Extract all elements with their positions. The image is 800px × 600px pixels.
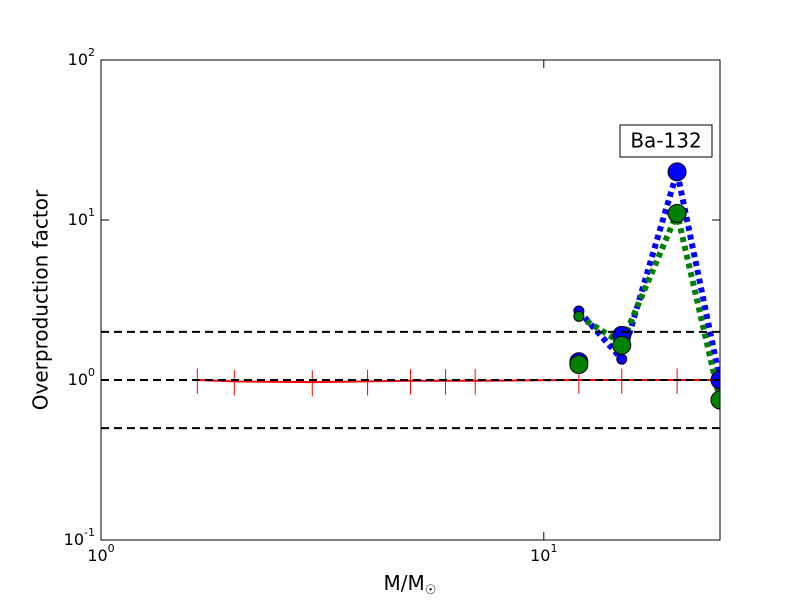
marker [710, 390, 720, 410]
marker [667, 203, 687, 223]
y-tick-label: 101 [68, 206, 95, 229]
marker [612, 335, 632, 355]
x-tick-label: 100 [87, 542, 114, 565]
x-tick-label: 101 [530, 542, 557, 565]
x-axis-label: M/M☉ [384, 571, 437, 598]
series-line [577, 203, 720, 401]
marker [573, 310, 585, 322]
marker [569, 354, 589, 374]
annotation-box [619, 124, 713, 158]
plot-area [101, 162, 720, 430]
series-line [576, 170, 720, 381]
y-tick-label: 102 [68, 46, 95, 69]
y-axis-label: Overproduction factor [29, 189, 53, 410]
annotation: Ba-132 [619, 124, 713, 158]
y-tick-label: 10-1 [64, 526, 95, 549]
marker [667, 162, 687, 182]
marker [616, 353, 628, 365]
y-tick-label: 100 [68, 366, 95, 389]
axes-frame [100, 59, 721, 541]
annotation-text: Ba-132 [630, 129, 701, 153]
